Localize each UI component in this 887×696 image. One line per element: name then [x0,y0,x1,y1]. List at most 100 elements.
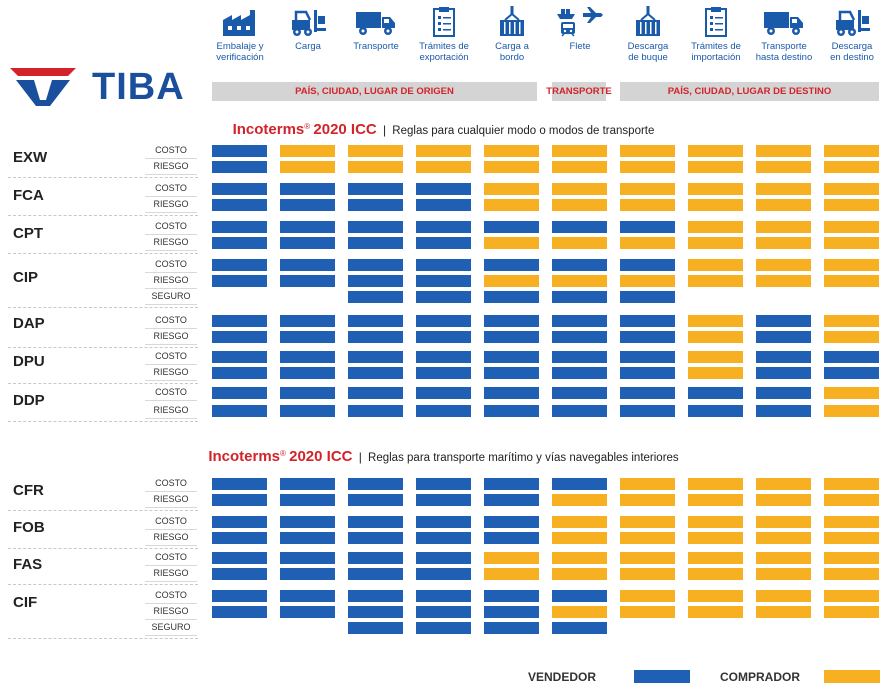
seller-cell [416,532,471,544]
buyer-cell [484,199,539,211]
column-label: Trámites de exportación [412,41,476,63]
seller-cell [212,532,267,544]
seller-cell [212,478,267,490]
column-header-1: Embalaje y verificación [208,6,272,63]
buyer-cell [756,590,811,602]
seller-cell [416,221,471,233]
buyer-cell [620,161,675,173]
column-label-line: Descarga [627,41,669,52]
column-label-line: en destino [830,52,874,63]
buyer-cell [824,199,879,211]
column-label: Carga a bordo [480,41,544,63]
buyer-cell [552,532,607,544]
seller-cell [484,259,539,271]
buyer-cell [552,199,607,211]
row-label: RIESGO [145,492,197,508]
seller-cell [620,351,675,363]
seller-cell [280,221,335,233]
seller-cell [416,478,471,490]
seller-cell [484,622,539,634]
seller-cell [416,351,471,363]
seller-cell [416,367,471,379]
seller-cell [416,622,471,634]
group-separator [8,510,198,511]
buyer-cell [824,568,879,580]
seller-cell [212,199,267,211]
column-label-line: Transporte [761,41,807,52]
seller-cell [212,275,267,287]
group-separator [8,347,198,348]
buyer-cell [688,145,743,157]
buyer-cell [824,331,879,343]
buyer-cell [620,145,675,157]
seller-cell [484,315,539,327]
seller-cell [484,532,539,544]
seller-cell [824,351,879,363]
seller-cell [484,478,539,490]
seller-cell [416,237,471,249]
buyer-cell [824,387,879,399]
column-label: Trámites de importación [684,41,748,63]
buyer-cell [756,199,811,211]
seller-cell [348,552,403,564]
tiba-logo-mark [10,68,76,106]
seller-cell [280,568,335,580]
seller-cell [212,259,267,271]
row-label: SEGURO [145,620,197,636]
row-label: RIESGO [145,197,197,213]
buyer-cell [552,183,607,195]
seller-cell [212,183,267,195]
seller-cell [212,221,267,233]
row-label: COSTO [145,143,197,159]
buyer-cell [824,478,879,490]
row-label: RIESGO [145,329,197,345]
column-label-line: hasta destino [755,52,813,63]
seller-cell [416,494,471,506]
buyer-cell [552,494,607,506]
section-title-name: Incoterms [208,448,281,465]
seller-cell [620,221,675,233]
seller-cell [348,516,403,528]
seller-cell [212,494,267,506]
seller-cell [212,367,267,379]
seller-cell [552,259,607,271]
buyer-cell [552,275,607,287]
seller-cell [212,387,267,399]
column-header-9: Transporte hasta destino [752,6,816,63]
seller-cell [348,291,403,303]
row-label: SEGURO [145,289,197,305]
incoterm-code: DDP [13,392,45,409]
seller-cell [756,387,811,399]
column-label: Carga [276,41,340,52]
legend-seller-label: VENDEDOR [528,670,597,684]
seller-cell [280,275,335,287]
seller-cell [212,405,267,417]
seller-cell [348,478,403,490]
legend-seller-swatch [634,670,690,683]
buyer-cell [824,275,879,287]
seller-cell [416,199,471,211]
column-header-4: Trámites de exportación [412,6,476,63]
seller-cell [484,221,539,233]
buyer-cell [552,606,607,618]
section-subtitle: Reglas para transporte marítimo y vías n… [368,452,679,464]
buyer-cell [620,275,675,287]
seller-cell [484,387,539,399]
column-label-line: bordo [499,52,525,63]
group-separator [8,421,198,422]
section-title-name: Incoterms [232,121,305,138]
buyer-cell [416,145,471,157]
seller-cell [484,606,539,618]
incoterm-code: CIP [13,269,39,286]
seller-cell [552,367,607,379]
column-label: Flete [548,41,612,52]
truck-icon [752,6,816,38]
seller-cell [484,331,539,343]
buyer-cell [756,161,811,173]
section-title-reg: ® [304,122,311,132]
seller-cell [416,590,471,602]
column-label: Descarga de buque [616,41,680,63]
seller-cell [756,405,811,417]
seller-cell [212,606,267,618]
buyer-cell [620,237,675,249]
